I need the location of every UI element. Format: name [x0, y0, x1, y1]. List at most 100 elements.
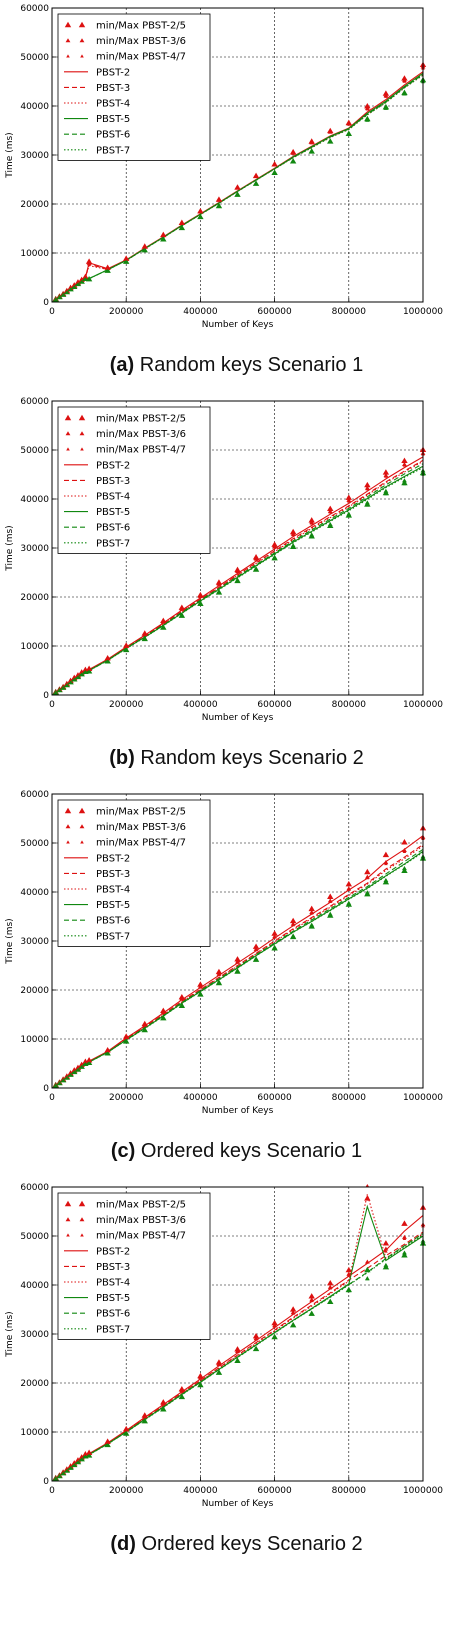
max-marker	[402, 1234, 407, 1239]
max-marker	[83, 1060, 88, 1064]
min-marker	[347, 132, 351, 136]
legend-marker	[65, 1217, 71, 1222]
min-marker	[198, 215, 203, 219]
min-marker	[364, 890, 370, 895]
max-marker	[328, 130, 333, 134]
min-marker	[198, 1383, 203, 1387]
y-tick-label: 60000	[20, 790, 49, 800]
min-marker	[309, 924, 314, 928]
min-marker	[383, 488, 389, 493]
max-marker	[142, 632, 147, 636]
min-marker	[198, 602, 203, 606]
min-marker	[347, 903, 351, 907]
max-marker	[234, 1346, 241, 1352]
legend-label: PBST-4	[96, 99, 130, 110]
min-marker	[309, 922, 315, 927]
max-marker	[235, 1350, 240, 1354]
min-marker	[365, 1277, 370, 1281]
max-marker	[383, 1246, 389, 1251]
x-tick-label: 800000	[332, 307, 367, 317]
max-marker	[347, 122, 351, 126]
max-marker	[197, 981, 204, 987]
min-marker	[272, 171, 277, 175]
max-marker	[198, 595, 203, 599]
min-marker	[364, 500, 370, 505]
legend-marker	[79, 38, 85, 43]
legend-label: PBST-5	[96, 1293, 130, 1304]
min-marker	[76, 1067, 80, 1071]
caption-a: (a) Random keys Scenario 1	[0, 354, 473, 377]
min-marker	[328, 140, 333, 144]
min-marker	[124, 260, 128, 264]
legend-label: PBST-6	[96, 1309, 130, 1320]
legend: min/Max PBST-2/5 min/Max PBST-3/6 min/Max …	[57, 13, 211, 161]
min-marker	[291, 545, 295, 549]
max-marker	[328, 899, 333, 904]
max-marker	[365, 1183, 370, 1188]
legend-marker	[64, 807, 72, 814]
min-marker	[161, 1016, 166, 1020]
y-tick-label: 50000	[20, 1232, 49, 1242]
max-marker	[198, 985, 203, 989]
y-tick-label: 10000	[20, 1428, 49, 1438]
max-marker	[161, 1402, 166, 1406]
max-marker	[272, 1324, 277, 1328]
min-marker	[124, 1039, 128, 1043]
min-marker	[384, 106, 388, 110]
min-marker	[254, 1347, 258, 1351]
max-marker	[402, 850, 407, 854]
min-marker	[328, 914, 333, 918]
legend-marker	[64, 21, 72, 28]
max-marker	[401, 1220, 408, 1226]
legend-label: min/Max PBST-3/6	[96, 822, 186, 833]
legend-label: PBST-4	[96, 1278, 130, 1289]
max-marker	[235, 960, 240, 964]
min-marker	[327, 911, 333, 916]
max-marker	[345, 494, 352, 500]
legend-marker	[79, 824, 85, 829]
max-marker	[365, 487, 370, 491]
x-tick-label: 600000	[257, 307, 292, 317]
max-marker	[217, 972, 221, 976]
min-marker	[105, 269, 110, 273]
min-marker	[402, 482, 407, 486]
max-marker	[142, 245, 147, 249]
min-marker	[61, 1078, 65, 1082]
min-marker	[57, 295, 62, 299]
min-marker	[347, 1289, 351, 1293]
max-marker	[309, 1299, 314, 1303]
legend-label: PBST-6	[96, 523, 130, 534]
legend-marker	[66, 1233, 70, 1237]
series-line-pbst-4	[55, 1194, 424, 1479]
max-marker	[384, 474, 388, 478]
min-marker	[68, 680, 73, 684]
max-marker	[252, 1332, 260, 1339]
max-marker	[105, 1049, 110, 1053]
min-marker	[76, 675, 80, 679]
max-marker	[87, 667, 91, 671]
max-marker	[235, 186, 240, 190]
max-marker	[402, 847, 407, 852]
max-marker	[83, 1452, 88, 1456]
min-marker	[65, 683, 69, 687]
max-marker	[124, 644, 128, 648]
min-marker	[384, 880, 388, 884]
legend-label: min/Max PBST-4/7	[96, 445, 186, 456]
y-tick-label: 10000	[20, 1035, 49, 1045]
x-axis-label: Number of Keys	[202, 1106, 274, 1116]
max-marker	[235, 570, 240, 574]
min-marker	[272, 946, 277, 950]
chart-panel-a: 0 200000 400000 600000 800000 1000000 0 10000 20…	[0, 0, 473, 410]
caption-a-text: Random keys Scenario 1	[139, 354, 364, 376]
max-marker	[347, 499, 351, 503]
legend-label: PBST-2	[96, 67, 130, 78]
min-marker	[272, 557, 277, 561]
x-tick-label: 1000000	[403, 1486, 443, 1496]
caption-a-letter: (a)	[109, 354, 135, 376]
max-marker	[291, 151, 295, 155]
y-tick-label: 60000	[20, 397, 49, 407]
x-tick-label: 400000	[183, 1486, 218, 1496]
min-marker	[61, 292, 65, 296]
x-tick-label: 600000	[257, 1093, 292, 1103]
min-marker	[57, 1081, 62, 1085]
